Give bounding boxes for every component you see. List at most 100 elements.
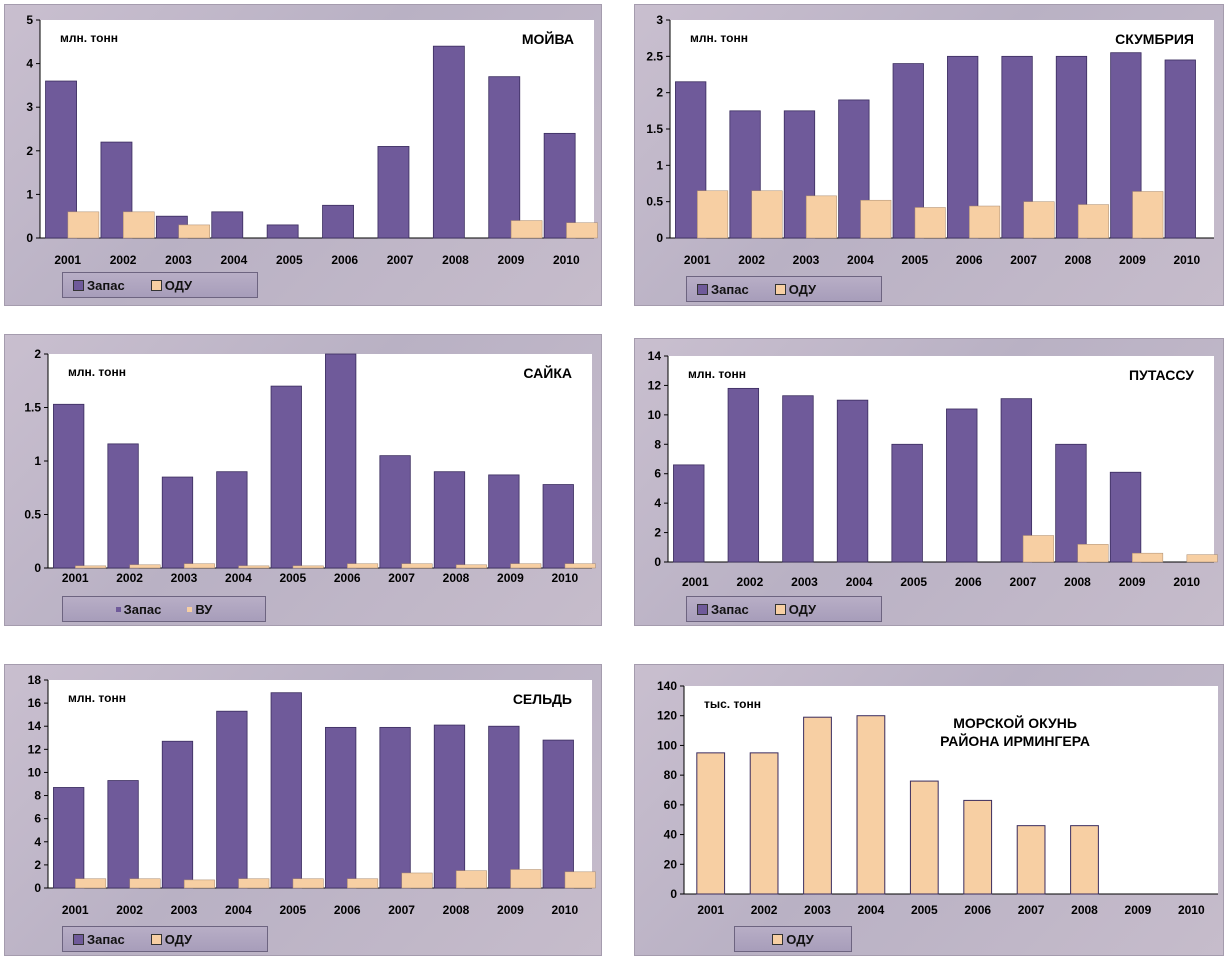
y-tick-label: 14 [28, 719, 42, 733]
chart-title-line: РАЙОНА ИРМИНГЕРА [940, 732, 1090, 749]
bar-stock [488, 76, 521, 239]
legend-label-quota: ОДУ [164, 277, 193, 293]
bar-quota [183, 563, 215, 569]
bar-quota [749, 752, 779, 895]
bar-quota [123, 211, 155, 239]
bar-quota [963, 799, 993, 895]
legend-polar-cod: Запас ВУ [62, 596, 266, 622]
legend-item-stock: Запас [697, 282, 749, 297]
x-tick-label: 2007 [1010, 253, 1037, 267]
y-tick-label: 0 [26, 231, 33, 245]
legend-label-quota: ОДУ [788, 601, 817, 617]
x-tick-label: 2001 [54, 253, 81, 267]
bar-quota [67, 211, 100, 239]
chart-panel-blue-whiting: 0 2 4 6 8 10 12 14 2001 2002 2003 2004 2005 2006 2007 2… [634, 338, 1224, 626]
x-tick-label: 2009 [497, 571, 524, 585]
x-tick-label: 2009 [497, 903, 524, 917]
bar-stock [270, 692, 302, 889]
legend-swatch-quota [772, 933, 784, 945]
y-tick-label: 0.5 [646, 195, 663, 209]
bar-stock [379, 726, 411, 889]
x-tick-label: 2003 [804, 903, 831, 917]
y-tick-label: 10 [648, 408, 662, 422]
x-tick-label: 2006 [331, 253, 358, 267]
bar-quota [455, 870, 487, 889]
bar-quota [914, 207, 946, 239]
y-tick-label: 8 [654, 437, 661, 451]
legend-label-stock: Запас [711, 601, 749, 617]
y-tick-label: 0 [670, 887, 677, 901]
bar-quota [75, 878, 107, 889]
y-tick-label: 8 [34, 789, 41, 803]
bar-quota [805, 195, 837, 239]
bar-stock [433, 471, 466, 569]
y-tick-label: 0 [34, 561, 41, 575]
x-tick-label: 2002 [738, 253, 765, 267]
y-tick-label: 1.5 [646, 122, 663, 136]
y-tick-label: 1.5 [24, 401, 41, 415]
x-tick-label: 2005 [279, 903, 306, 917]
y-tick-label: 2 [26, 144, 33, 158]
legend-label-stock: Запас [87, 277, 125, 293]
x-tick-label: 2004 [221, 253, 248, 267]
y-tick-label: 4 [34, 835, 41, 849]
bar-stock [1000, 398, 1033, 563]
bar-stock [107, 443, 139, 569]
unit-label: млн. тонн [68, 691, 126, 705]
x-tick-label: 2006 [964, 903, 991, 917]
legend-item-quota: ОДУ [772, 932, 814, 947]
x-tick-label: 2002 [110, 253, 137, 267]
bar-quota [129, 878, 161, 889]
y-tick-label: 4 [654, 496, 661, 510]
x-tick-label: 2008 [443, 571, 470, 585]
legend-swatch-stock [73, 933, 84, 945]
chart-panel-polar-cod: 0 0.5 1 1.5 2 2001 2002 2003 2004 2005 2006 2007 200… [4, 334, 602, 626]
x-tick-label: 2008 [1064, 575, 1091, 589]
y-tick-label: 12 [28, 742, 42, 756]
x-tick-label: 2007 [388, 571, 415, 585]
bar-quota [178, 224, 210, 239]
chart-herring: 0 2 4 6 8 10 12 14 16 18 2001 2002 2003 2004 2005 2006 2… [28, 673, 596, 917]
x-tick-label: 2005 [276, 253, 303, 267]
y-tick-label: 2 [656, 86, 663, 100]
y-tick-label: 16 [28, 696, 42, 710]
legend-item-quota: ОДУ [774, 282, 816, 297]
bar-quota [292, 565, 324, 569]
bar-stock [216, 471, 248, 569]
x-tick-label: 2004 [846, 575, 873, 589]
x-tick-label: 2008 [1071, 903, 1098, 917]
y-tick-label: 12 [648, 378, 662, 392]
y-tick-label: 6 [34, 812, 41, 826]
bar-quota [566, 222, 598, 239]
bar-stock [488, 725, 520, 889]
y-tick-label: 0 [34, 881, 41, 895]
bar-quota [1023, 201, 1055, 239]
bar-quota [510, 869, 542, 889]
legend-swatch-stock [115, 606, 121, 612]
x-tick-label: 2001 [62, 571, 89, 585]
bar-stock [1055, 443, 1087, 563]
bar-quota [909, 780, 939, 895]
chart-title: МОРСКОЙ ОКУНЬ РАЙОНА ИРМИНГЕРА [940, 714, 1090, 749]
x-tick-label: 2003 [165, 253, 192, 267]
legend-item-quota: ОДУ [150, 931, 193, 947]
bar-quota [401, 563, 433, 569]
x-tick-label: 2009 [1125, 903, 1152, 917]
bar-stock [946, 408, 978, 563]
unit-label: млн. тонн [60, 31, 118, 45]
x-tick-label: 2002 [737, 575, 764, 589]
x-tick-label: 2009 [498, 253, 525, 267]
bar-quota [292, 878, 324, 889]
chart-title-line: МОРСКОЙ ОКУНЬ [953, 714, 1077, 731]
chart-title: СКУМБРИЯ [1115, 31, 1194, 47]
legend-label-quota: ОДУ [164, 931, 193, 947]
chart-title: МОЙВА [522, 30, 574, 47]
x-tick-label: 2005 [911, 903, 938, 917]
legend-label-stock: Запас [711, 281, 749, 297]
bar-stock [727, 387, 760, 563]
bar-quota [1077, 544, 1109, 563]
bar-stock [891, 443, 923, 563]
bar-quota [969, 205, 1001, 239]
y-tick-label: 1 [656, 158, 663, 172]
x-tick-label: 2003 [171, 903, 198, 917]
